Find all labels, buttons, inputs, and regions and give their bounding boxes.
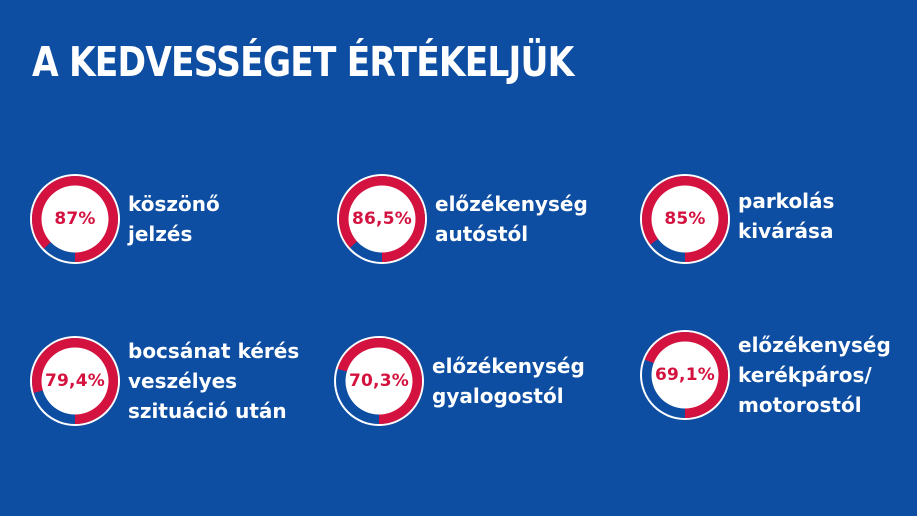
donut-center	[345, 347, 413, 415]
stat-label-line: veszélyes	[128, 369, 238, 393]
stat-label-line: előzékenység	[432, 354, 585, 378]
donut-value-arc	[336, 338, 422, 424]
stat-label-line: parkolás	[738, 189, 835, 213]
percentage-label: 79,4%	[45, 371, 105, 391]
stat-label-line: előzékenység	[738, 333, 891, 357]
donut-svg	[30, 336, 120, 426]
stat-label-line: előzékenység	[435, 192, 588, 216]
stat-label-line: motorostól	[738, 393, 862, 417]
donut-center	[41, 347, 109, 415]
donut-chart: 87%	[30, 174, 120, 264]
percentage-label: 85%	[664, 209, 706, 229]
donut-center	[348, 185, 416, 253]
donut-chart: 85%	[640, 174, 730, 264]
donut-center	[41, 185, 109, 253]
stat-label: köszönő jelzés	[128, 189, 220, 249]
page-title: A KEDVESSÉGET ÉRTÉKELJÜK	[32, 38, 574, 86]
donut-chart: 86,5%	[337, 174, 427, 264]
stat-label-line: bocsánat kérés	[128, 339, 300, 363]
percentage-label: 86,5%	[352, 209, 412, 229]
donut-svg	[337, 174, 427, 264]
percentage-label: 87%	[54, 209, 96, 229]
donut-svg	[30, 174, 120, 264]
stat-label: előzékenység autóstól	[435, 189, 588, 249]
stat-item: 87% köszönő jelzés	[30, 174, 310, 284]
stat-label-line: köszönő	[128, 192, 220, 216]
stat-label-line: gyalogostól	[432, 384, 564, 408]
donut-svg	[640, 330, 730, 420]
donut-center	[651, 185, 719, 253]
donut-chart: 70,3%	[334, 336, 424, 426]
percentage-label: 70,3%	[349, 371, 409, 391]
donut-svg	[640, 174, 730, 264]
stat-label: bocsánat kérés veszélyes szituáció után	[128, 336, 299, 426]
stat-item: 86,5% előzékenység autóstól	[337, 174, 617, 284]
stat-item: 85% parkolás kivárása	[640, 174, 917, 284]
stat-label-line: jelzés	[128, 222, 193, 246]
stat-label-line: kivárása	[738, 219, 834, 243]
donut-chart: 79,4%	[30, 336, 120, 426]
stat-item: 69,1% előzékenység kerékpáros/motorostól	[640, 330, 917, 440]
donut-center	[651, 341, 719, 409]
donut-value-arc	[32, 176, 118, 262]
donut-value-arc	[32, 338, 118, 424]
donut-svg	[334, 336, 424, 426]
stat-label-line: szituáció után	[128, 399, 287, 423]
stat-label-line: kerékpáros/	[738, 363, 872, 387]
stat-item: 79,4% bocsánat kérés veszélyes szituáció ut…	[30, 336, 310, 446]
stat-label: előzékenység kerékpáros/motorostól	[738, 330, 891, 420]
donut-chart: 69,1%	[640, 330, 730, 420]
donut-value-arc	[339, 176, 425, 262]
stat-label: parkolás kivárása	[738, 186, 834, 246]
stat-label: előzékenység gyalogostól	[432, 351, 585, 411]
stat-item: 70,3% előzékenység gyalogostól	[334, 336, 614, 446]
percentage-label: 69,1%	[655, 365, 715, 385]
donut-value-arc	[642, 332, 728, 418]
donut-value-arc	[642, 176, 728, 262]
stat-label-line: autóstól	[435, 222, 529, 246]
